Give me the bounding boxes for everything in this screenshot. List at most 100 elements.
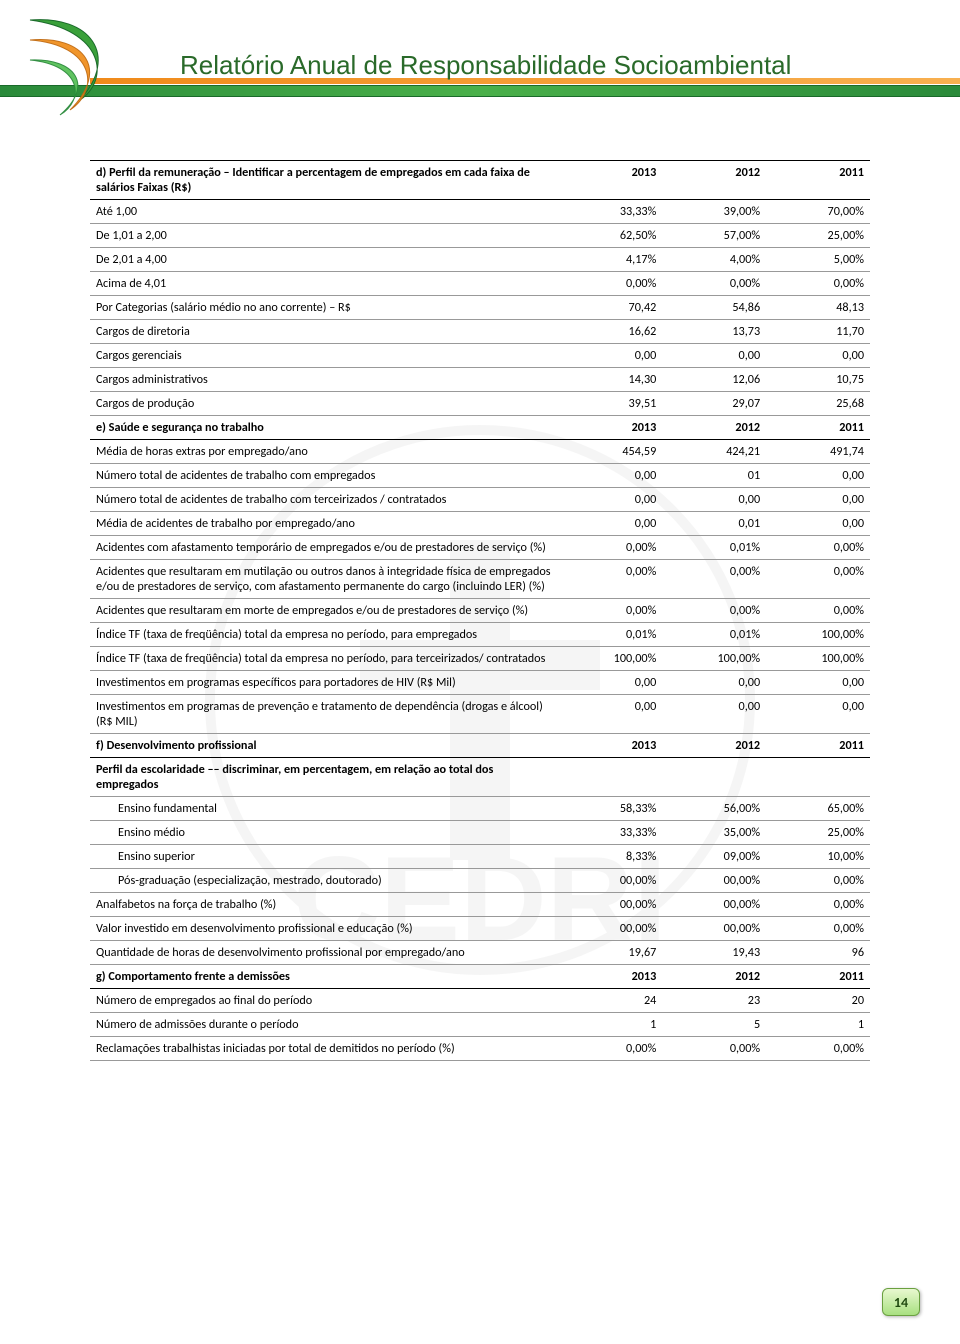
row-value: 0,00 [662,671,766,695]
row-value: 11,70 [766,320,870,344]
row-value: 70,42 [558,296,662,320]
row-value: 00,00% [662,869,766,893]
row-value: 56,00% [662,797,766,821]
row-label: Cargos administrativos [90,368,558,392]
row-value: 0,00% [766,1037,870,1061]
row-value: 0,00% [662,272,766,296]
row-label: Ensino médio [90,821,558,845]
row-label: Investimentos em programas específicos p… [90,671,558,695]
row-value: 16,62 [558,320,662,344]
row-value: 10,00% [766,845,870,869]
header-band: Relatório Anual de Responsabilidade Soci… [0,0,960,120]
row-label: Índice TF (taxa de freqüência) total da … [90,647,558,671]
row-value: 424,21 [662,440,766,464]
row-value: 0,00% [766,893,870,917]
row-value: 0,00 [558,464,662,488]
row-label: Índice TF (taxa de freqüência) total da … [90,623,558,647]
row-label: Acidentes que resultaram em mutilação ou… [90,560,558,599]
row-value: 0,00% [662,599,766,623]
row-label: Ensino superior [90,845,558,869]
row-value: 13,73 [662,320,766,344]
row-value: 12,06 [662,368,766,392]
row-label: Por Categorias (salário médio no ano cor… [90,296,558,320]
row-value: 0,00% [766,536,870,560]
row-value: 96 [766,941,870,965]
section-header-year: 2012 [662,161,766,200]
row-value: 0,00 [558,344,662,368]
row-value: 25,00% [766,821,870,845]
row-label: Cargos de produção [90,392,558,416]
row-label: Número total de acidentes de trabalho co… [90,464,558,488]
report-table: d) Perfil da remuneração – Identificar a… [90,160,870,1061]
row-value: 10,75 [766,368,870,392]
section-header-year: 2011 [766,734,870,758]
row-value: 20 [766,989,870,1013]
row-value: 0,00 [766,464,870,488]
row-label: Acidentes que resultaram em morte de emp… [90,599,558,623]
row-value: 00,00% [662,917,766,941]
row-label: Número de admissões durante o período [90,1013,558,1037]
row-value: 0,00 [662,344,766,368]
row-value: 39,00% [662,200,766,224]
row-value: 19,43 [662,941,766,965]
section-header-label: d) Perfil da remuneração – Identificar a… [90,161,558,200]
row-label: Pós-graduação (especialização, mestrado,… [90,869,558,893]
row-label: Cargos gerenciais [90,344,558,368]
row-value: 33,33% [558,821,662,845]
row-value: 19,67 [558,941,662,965]
row-label: Número de empregados ao final do período [90,989,558,1013]
section-header-label: g) Comportamento frente a demissões [90,965,558,989]
row-label: Acima de 4,01 [90,272,558,296]
section-header-year: 2013 [558,161,662,200]
row-value: 00,00% [558,893,662,917]
row-label: De 1,01 a 2,00 [90,224,558,248]
row-value: 25,00% [766,224,870,248]
row-label: Média de horas extras por empregado/ano [90,440,558,464]
row-value: 100,00% [558,647,662,671]
row-value: 25,68 [766,392,870,416]
row-value: 48,13 [766,296,870,320]
row-label: De 2,01 a 4,00 [90,248,558,272]
section-header-year: 2013 [558,734,662,758]
row-value: 0,00% [766,560,870,599]
row-label: Ensino fundamental [90,797,558,821]
section-header-label: f) Desenvolvimento profissional [90,734,558,758]
row-value: 0,01% [558,623,662,647]
row-value: 0,00% [766,272,870,296]
logo-swirl-icon [20,10,140,120]
row-label: Investimentos em programas de prevenção … [90,695,558,734]
row-value: 4,00% [662,248,766,272]
section-header-year: 2011 [766,161,870,200]
section-header-year: 2012 [662,965,766,989]
row-value: 5 [662,1013,766,1037]
row-value: 0,00 [766,512,870,536]
section-header-year: 2011 [766,965,870,989]
row-value: 57,00% [662,224,766,248]
row-value: 23 [662,989,766,1013]
row-value: 8,33% [558,845,662,869]
row-value: 00,00% [558,917,662,941]
row-value: 39,51 [558,392,662,416]
row-value: 01 [662,464,766,488]
row-label: Até 1,00 [90,200,558,224]
row-value: 14,30 [558,368,662,392]
row-value: 00,00% [558,869,662,893]
row-value: 0,01% [662,623,766,647]
row-value: 62,50% [558,224,662,248]
row-value: 0,01% [662,536,766,560]
section-header-year: 2012 [662,416,766,440]
row-value: 0,00% [558,599,662,623]
content-area: d) Perfil da remuneração – Identificar a… [90,160,870,1061]
row-label: Acidentes com afastamento temporário de … [90,536,558,560]
row-value: 0,00% [558,536,662,560]
row-value: 0,00% [766,917,870,941]
row-value: 491,74 [766,440,870,464]
section-header-year: 2011 [766,416,870,440]
section-header-year: 2013 [558,416,662,440]
row-value: 29,07 [662,392,766,416]
row-value [766,758,870,797]
row-value: 35,00% [662,821,766,845]
ribbon-green [0,85,960,97]
row-value: 5,00% [766,248,870,272]
row-value: 54,86 [662,296,766,320]
